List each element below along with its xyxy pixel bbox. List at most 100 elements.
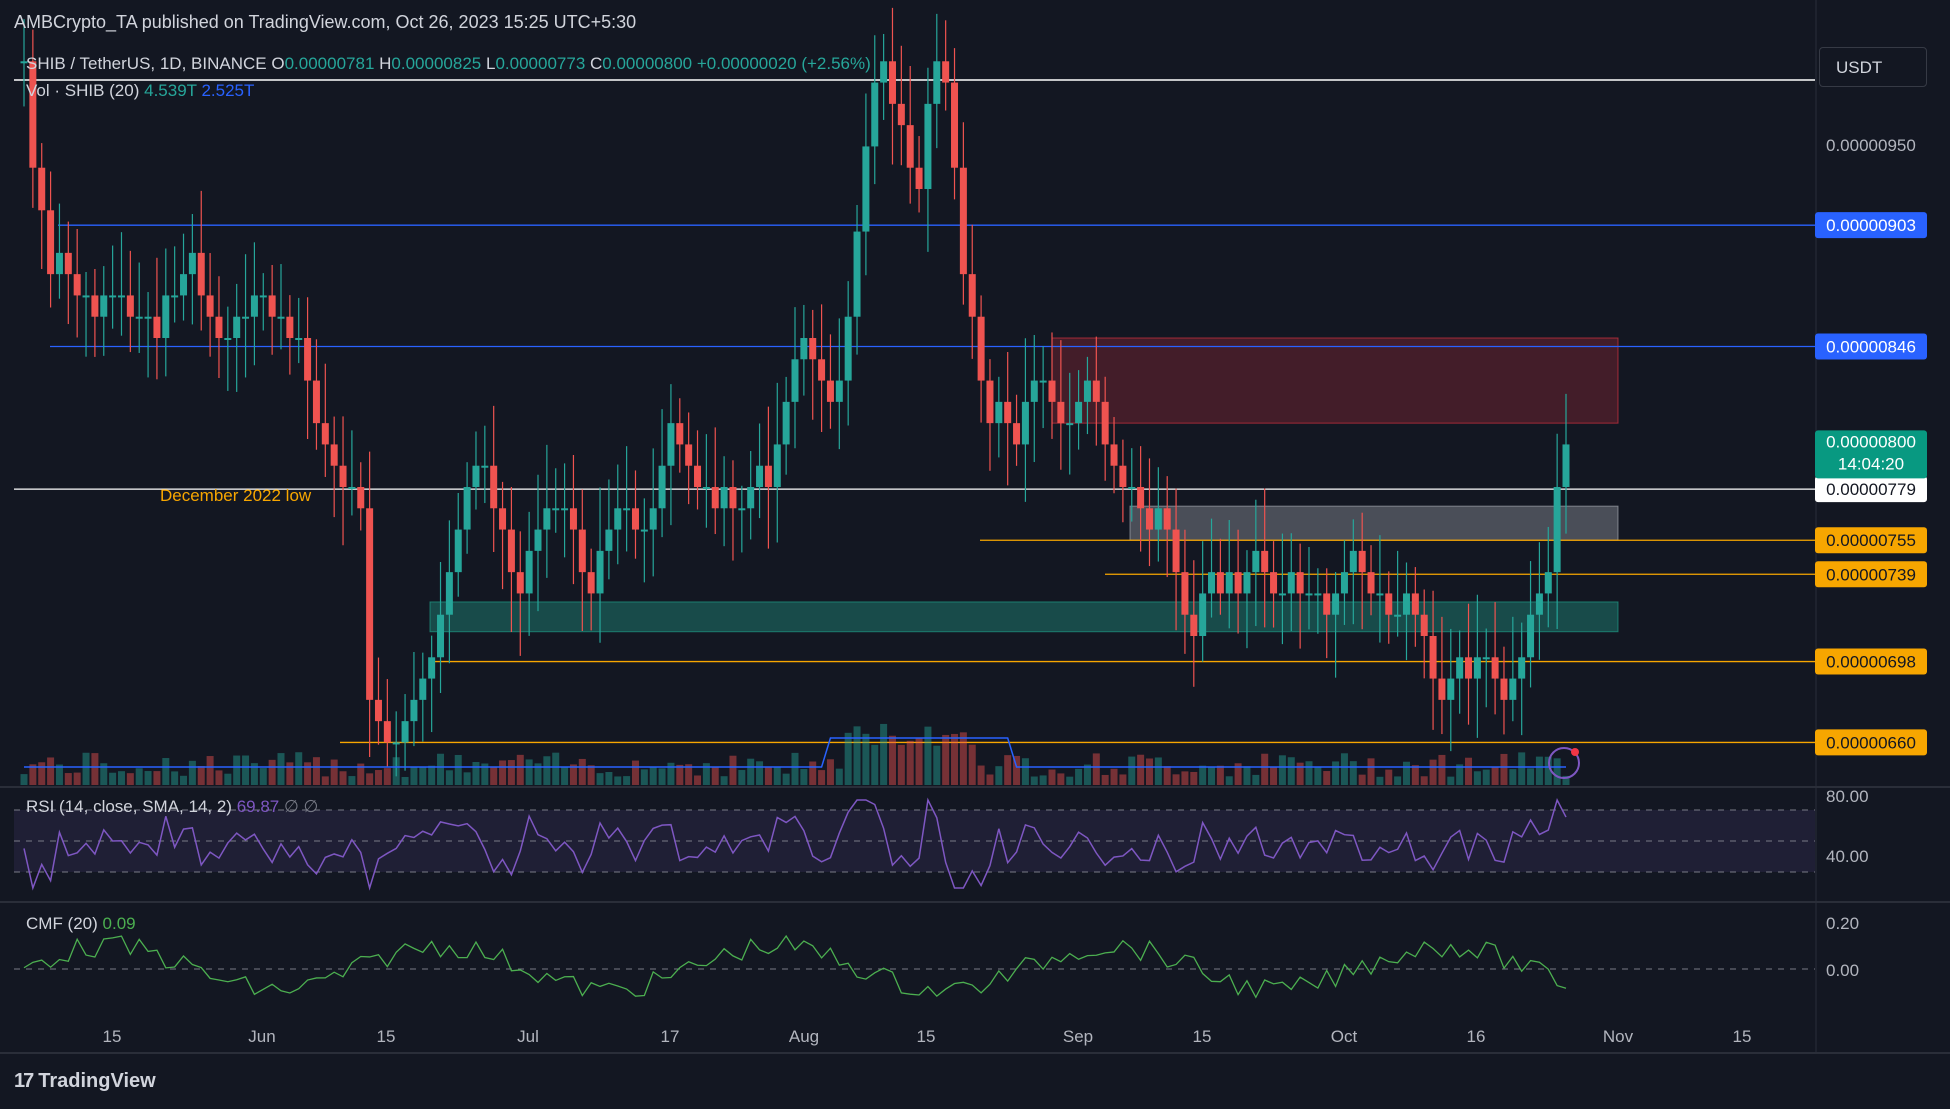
- volume-bar: [330, 759, 338, 785]
- candle-body: [20, 61, 28, 64]
- candle-body: [1500, 678, 1508, 700]
- volume-bar: [986, 774, 994, 785]
- candle-body: [1013, 423, 1021, 445]
- volume-bar: [472, 761, 480, 785]
- volume-bar: [924, 726, 932, 785]
- volume-bar: [445, 770, 453, 785]
- volume-bar: [1367, 758, 1375, 785]
- volume-bar: [888, 735, 896, 785]
- volume-bar: [295, 752, 303, 785]
- currency-button[interactable]: USDT: [1819, 47, 1927, 87]
- candle-body: [1252, 550, 1260, 573]
- candle-body: [499, 508, 507, 530]
- candle-body: [1181, 572, 1189, 615]
- open-label: O: [271, 54, 285, 73]
- volume-bar: [809, 761, 817, 785]
- volume-bar: [401, 776, 409, 785]
- flash-icon-dot: [1571, 748, 1579, 756]
- time-axis-label: 16: [1467, 1027, 1486, 1046]
- close-value: 0.00000800: [602, 54, 693, 73]
- volume-bar: [188, 760, 196, 785]
- candle-body: [1190, 614, 1198, 636]
- candle-body: [1057, 401, 1065, 424]
- rsi-label[interactable]: RSI (14, close, SMA, 14, 2): [26, 797, 232, 816]
- volume-bar: [1340, 753, 1348, 785]
- candle-body: [729, 487, 737, 509]
- candle-body: [188, 252, 196, 275]
- candle-body: [756, 465, 764, 487]
- candle-body: [631, 508, 639, 530]
- time-axis-label: Oct: [1331, 1027, 1358, 1046]
- candle-body: [738, 508, 746, 511]
- volume-bar: [1004, 755, 1012, 785]
- volume-bar: [437, 753, 445, 785]
- candle-body: [268, 295, 276, 317]
- rsi-extra: ∅ ∅: [283, 797, 319, 816]
- volume-bar: [490, 766, 498, 785]
- volume-bar: [818, 770, 826, 785]
- candle-body: [295, 338, 303, 340]
- symbol-name[interactable]: SHIB / TetherUS, 1D, BINANCE: [26, 54, 267, 73]
- candle-body: [959, 167, 967, 275]
- volume-bar: [1048, 769, 1056, 785]
- candle-body: [1314, 593, 1322, 596]
- volume-bar: [614, 776, 622, 785]
- volume-bar: [55, 764, 63, 785]
- price-level-badge: [1815, 729, 1927, 756]
- candle-body: [437, 614, 445, 658]
- volume-bar: [1154, 757, 1162, 785]
- candle-body: [516, 572, 524, 594]
- candle-body: [463, 487, 471, 530]
- cmf-value: 0.09: [102, 914, 136, 933]
- candle-body: [1305, 593, 1313, 596]
- volume-label[interactable]: Vol · SHIB (20): [26, 81, 140, 100]
- candle-body: [667, 423, 675, 466]
- candle-body: [1208, 572, 1216, 594]
- candle-body: [1562, 444, 1570, 487]
- candle-body: [445, 572, 453, 615]
- volume-bar: [428, 765, 436, 785]
- candle-body: [401, 721, 409, 743]
- volume-bar: [286, 762, 294, 785]
- volume-bar: [1411, 765, 1419, 785]
- volume-bar: [135, 768, 143, 785]
- candle-body: [826, 380, 834, 402]
- candle-body: [534, 529, 542, 551]
- candle-body: [711, 487, 719, 509]
- candle-body: [809, 338, 817, 360]
- candle-body: [171, 295, 179, 298]
- volume-bar: [1225, 776, 1233, 785]
- candle-body: [472, 465, 480, 487]
- candle-body: [135, 316, 143, 319]
- volume-bar: [1243, 766, 1251, 785]
- candle-body: [924, 103, 932, 189]
- volume-bar: [357, 763, 365, 785]
- candle-body: [1376, 593, 1384, 596]
- volume-bar: [242, 755, 250, 785]
- candle-body: [339, 465, 347, 487]
- volume-bar: [835, 768, 843, 785]
- candle-body: [321, 423, 329, 445]
- candle-body: [986, 380, 994, 424]
- volume-bar: [871, 744, 879, 785]
- candle-body: [844, 316, 852, 381]
- candle-body: [1021, 401, 1029, 445]
- volume-bar: [915, 738, 923, 785]
- volume-bar: [1385, 769, 1393, 785]
- volume-bar: [321, 776, 329, 785]
- volume-bar: [1332, 761, 1340, 785]
- volume-bar: [1314, 767, 1322, 785]
- tradingview-logo-mark: 17: [14, 1070, 34, 1092]
- volume-bar: [1465, 757, 1473, 785]
- cmf-label[interactable]: CMF (20): [26, 914, 98, 933]
- volume-bar: [1278, 755, 1286, 785]
- candle-body: [304, 338, 312, 381]
- volume-bar: [1518, 752, 1526, 785]
- rsi-axis-label: 40.00: [1826, 847, 1869, 866]
- candle-body: [1323, 593, 1331, 615]
- symbol-ohlc-legend: SHIB / TetherUS, 1D, BINANCE O0.00000781…: [26, 54, 871, 74]
- volume-bar: [667, 762, 675, 785]
- volume-bar: [853, 726, 861, 785]
- volume-value: 4.539T: [144, 81, 197, 100]
